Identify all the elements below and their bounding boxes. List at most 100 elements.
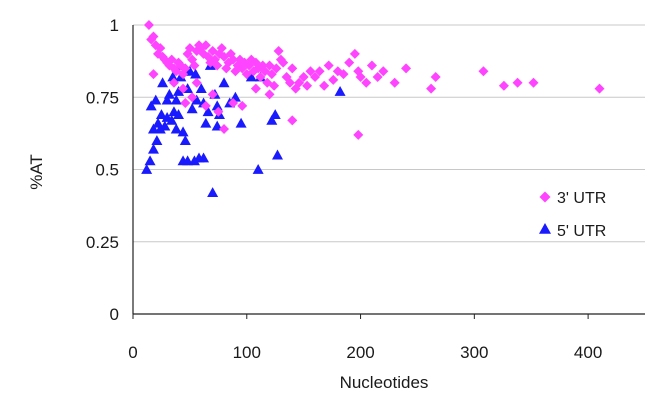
data-point-3utr [178, 83, 189, 94]
y-tick-label: 0.25 [86, 233, 119, 252]
y-tick-label: 0.5 [95, 161, 119, 180]
y-tick-label: 0.75 [86, 88, 119, 107]
data-point-5utr [207, 187, 219, 198]
data-point-3utr [310, 72, 321, 83]
data-point-3utr [213, 106, 224, 117]
x-tick-label: 200 [346, 343, 374, 362]
legend-swatch-triangle [539, 223, 551, 234]
data-point-5utr [159, 120, 171, 131]
data-point-3utr [255, 72, 266, 83]
data-point-3utr [191, 77, 202, 88]
data-point-3utr [216, 43, 227, 54]
data-point-5utr [167, 71, 179, 82]
data-point-3utr [478, 66, 489, 77]
data-point-5utr [177, 126, 189, 137]
data-point-5utr [190, 68, 202, 79]
data-point-5utr [271, 149, 283, 160]
data-point-3utr [200, 40, 211, 51]
data-point-3utr [187, 92, 198, 103]
data-point-5utr [154, 123, 166, 134]
data-point-3utr [273, 46, 284, 57]
data-point-3utr [207, 89, 218, 100]
x-tick-label: 100 [233, 343, 261, 362]
data-point-3utr [349, 48, 360, 59]
data-point-3utr [361, 77, 372, 88]
data-point-5utr [144, 155, 156, 166]
legend: 3' UTR 5' UTR [539, 190, 606, 240]
data-point-3utr [294, 77, 305, 88]
data-point-3utr [366, 60, 377, 71]
data-point-5utr [151, 135, 163, 145]
data-point-5utr [188, 155, 200, 166]
data-point-5utr [198, 152, 210, 163]
legend-item-5utr: 5' UTR [539, 223, 606, 240]
data-point-3utr [338, 69, 349, 80]
data-point-5utr [218, 77, 230, 88]
y-tick-labels: 0 0.25 0.5 0.75 1 [86, 16, 119, 324]
data-point-5utr [202, 106, 214, 117]
data-point-3utr [287, 115, 298, 126]
data-point-3utr [237, 100, 248, 111]
data-point-3utr [271, 63, 282, 74]
data-point-5utr [170, 94, 182, 105]
x-axis-title: Nucleotides [340, 373, 429, 392]
data-point-5utr [195, 83, 207, 93]
data-point-3utr [269, 80, 280, 91]
x-tick-labels: 0 100 200 300 400 [128, 343, 602, 362]
data-point-3utr [426, 83, 437, 94]
legend-label-5utr: 5' UTR [557, 223, 606, 240]
y-axis-title: %AT [27, 154, 46, 190]
data-point-3utr [355, 72, 366, 83]
data-point-3utr [212, 60, 223, 71]
data-point-3utr [250, 83, 261, 94]
x-tick-label: 300 [460, 343, 488, 362]
data-point-5utr [266, 114, 278, 125]
data-point-5utr [170, 123, 182, 134]
data-point-5utr [184, 65, 196, 76]
data-point-3utr [353, 129, 364, 140]
data-point-3utr [148, 69, 159, 80]
data-point-3utr [228, 98, 239, 109]
data-point-5utr [141, 164, 153, 174]
x-tick-label: 400 [574, 343, 602, 362]
data-point-3utr [200, 100, 211, 111]
data-point-3utr [302, 80, 313, 91]
data-point-3utr [219, 124, 230, 135]
data-point-3utr [430, 72, 441, 83]
data-point-3utr [168, 77, 179, 88]
data-point-5utr [166, 114, 178, 125]
data-point-5utr [269, 109, 281, 119]
legend-swatch-diamond [539, 191, 551, 203]
data-point-5utr [150, 94, 162, 105]
data-point-5utr [161, 94, 173, 105]
data-point-3utr [143, 20, 154, 30]
data-points [141, 20, 605, 198]
legend-item-3utr: 3' UTR [539, 190, 606, 207]
data-point-3utr [323, 60, 334, 71]
data-point-3utr [148, 31, 159, 42]
data-point-3utr [278, 57, 289, 68]
data-point-5utr [245, 71, 257, 82]
data-point-5utr [145, 100, 157, 111]
data-point-3utr [228, 54, 239, 65]
data-point-3utr [180, 63, 191, 74]
y-tick-label: 1 [110, 16, 119, 35]
data-point-3utr [498, 80, 509, 91]
data-point-5utr [252, 164, 264, 174]
data-point-5utr [200, 117, 212, 128]
x-tick-label: 0 [128, 343, 137, 362]
data-point-5utr [179, 135, 191, 145]
data-point-3utr [389, 77, 400, 88]
data-point-5utr [173, 85, 185, 96]
data-point-5utr [157, 77, 169, 88]
series-3utr [143, 20, 605, 140]
data-point-3utr [512, 77, 523, 88]
data-point-3utr [319, 80, 330, 91]
data-point-3utr [372, 72, 383, 83]
data-point-5utr [191, 94, 203, 105]
data-point-5utr [211, 120, 223, 131]
data-point-3utr [180, 98, 191, 109]
data-point-3utr [328, 74, 339, 85]
data-point-3utr [314, 66, 325, 77]
